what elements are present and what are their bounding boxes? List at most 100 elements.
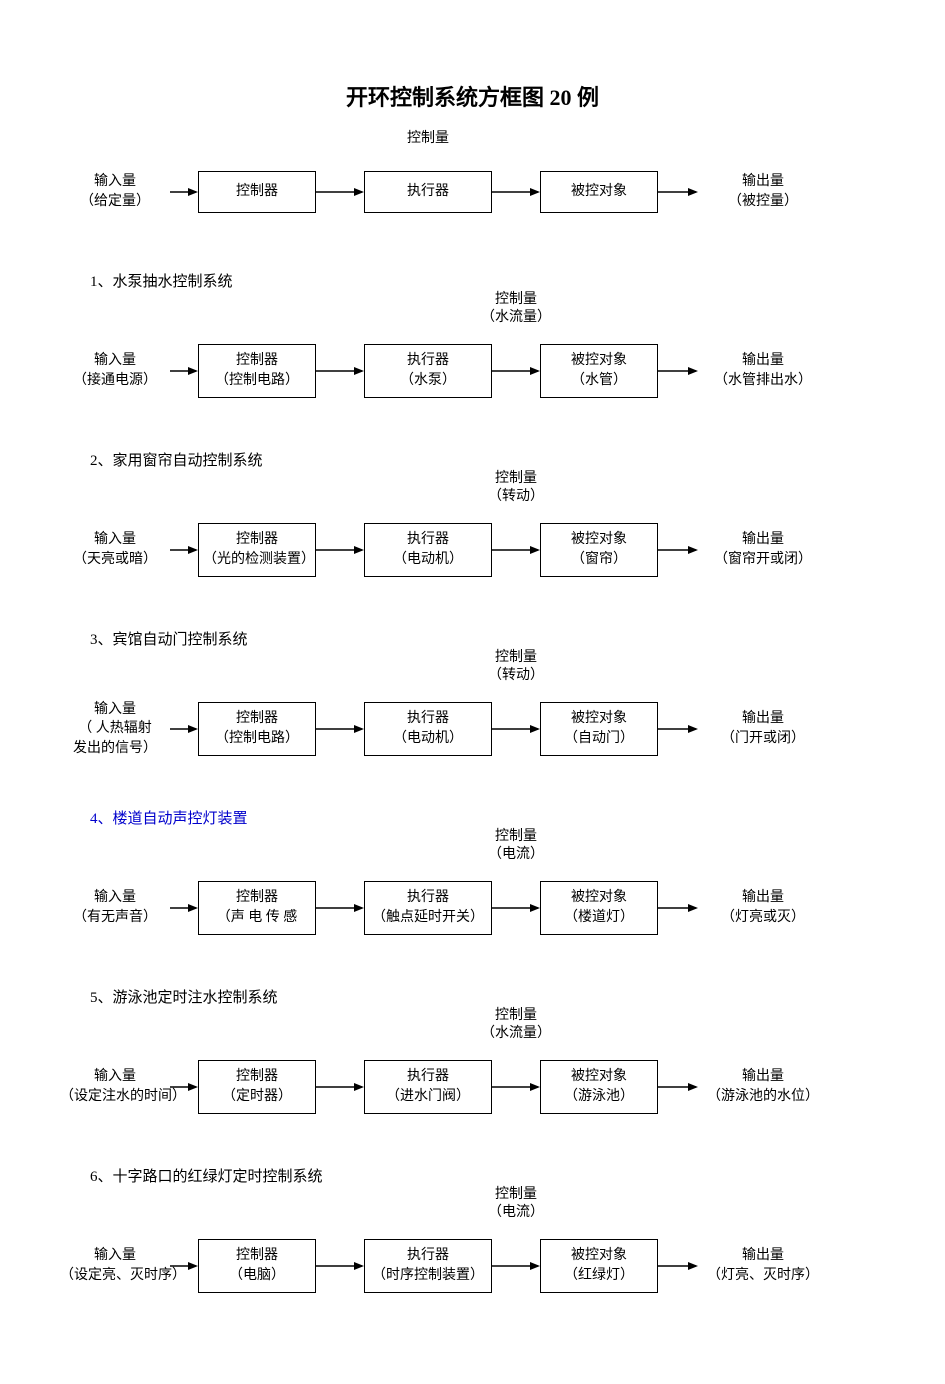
- output-l1: 输出量: [698, 172, 828, 192]
- arrow-in: [170, 1265, 198, 1267]
- arrow-in: [170, 728, 198, 730]
- box1-l2: （光的检测装置）: [203, 550, 311, 570]
- control-label: 控制量（电流）: [488, 1186, 544, 1222]
- input-l1: 输入量: [60, 1067, 170, 1087]
- page-title: 开环控制系统方框图 20 例: [60, 80, 885, 112]
- box3-l2: （窗帘）: [545, 550, 653, 570]
- input-l2: （有无声音）: [60, 908, 170, 928]
- box3-l1: 被控对象: [545, 709, 653, 729]
- arrow-out: [658, 1086, 698, 1088]
- diagram-heading: 4、楼道自动声控灯装置: [90, 807, 885, 828]
- input-label: 输入量（天亮或暗）: [60, 530, 170, 569]
- arrow-out: [658, 1265, 698, 1267]
- box2: 执行器（进水门阀）: [364, 1060, 492, 1113]
- box3: 被控对象（水管）: [540, 344, 658, 397]
- box2-l2: （水泵）: [369, 371, 487, 391]
- output-l2: （水管排出水）: [698, 371, 828, 391]
- input-l2: （给定量）: [60, 192, 170, 212]
- arrow-23: [492, 549, 540, 551]
- box2: 执行器（水泵）: [364, 344, 492, 397]
- box2: 执行器（电动机）: [364, 523, 492, 576]
- diagram-row: 输入量（接通电源） 控制器（控制电路） 执行器（水泵） 被控对象（水管） 输出量…: [60, 331, 885, 411]
- output-l2: （灯亮、灭时序）: [698, 1266, 828, 1286]
- diagram-group: 输入量（给定量） 控制器 执行器 被控对象 输出量（被控量）控制量: [60, 152, 885, 232]
- input-l1: 输入量: [60, 351, 170, 371]
- input-l2: （接通电源）: [60, 371, 170, 391]
- box2-l2: （时序控制装置）: [369, 1266, 487, 1286]
- arrow-12: [316, 549, 364, 551]
- output-l2: （灯亮或灭）: [698, 908, 828, 928]
- output-l2: （被控量）: [698, 192, 828, 212]
- diagram-heading: 1、水泵抽水控制系统: [90, 270, 885, 291]
- diagram-row: 输入量（设定亮、灭时序） 控制器（电脑） 执行器（时序控制装置） 被控对象（红绿…: [60, 1226, 885, 1306]
- box2-l2: （进水门阀）: [369, 1087, 487, 1107]
- control-label: 控制量（电流）: [488, 828, 544, 864]
- output-l2: （门开或闭）: [698, 729, 828, 749]
- box2: 执行器: [364, 171, 492, 213]
- box1-l1: 控制器: [203, 1067, 311, 1087]
- control-label: 控制量: [407, 130, 449, 148]
- arrow-12: [316, 370, 364, 372]
- box1-l1: 控制器: [203, 182, 311, 202]
- input-l1: 输入量: [60, 1246, 170, 1266]
- input-label: 输入量（给定量）: [60, 172, 170, 211]
- input-l1: 输入量: [60, 700, 170, 720]
- box1-l2: （控制电路）: [203, 729, 311, 749]
- arrow-23: [492, 728, 540, 730]
- control-l2: （转动）: [488, 488, 544, 506]
- input-l2: （设定亮、灭时序）: [60, 1266, 170, 1286]
- output-l1: 输出量: [698, 888, 828, 908]
- box3-l1: 被控对象: [545, 182, 653, 202]
- box1: 控制器（光的检测装置）: [198, 523, 316, 576]
- arrow-23: [492, 191, 540, 193]
- control-label: 控制量（水流量）: [481, 291, 551, 327]
- arrow-out: [658, 907, 698, 909]
- input-label: 输入量（设定亮、灭时序）: [60, 1246, 170, 1285]
- box3: 被控对象（楼道灯）: [540, 881, 658, 934]
- diagram-row: 输入量（有无声音） 控制器（声 电 传 感 执行器（触点延时开关） 被控对象（楼…: [60, 868, 885, 948]
- diagram-row: 输入量（设定注水的时间） 控制器（定时器） 执行器（进水门阀） 被控对象（游泳池…: [60, 1047, 885, 1127]
- diagrams-container: 输入量（给定量） 控制器 执行器 被控对象 输出量（被控量）控制量1、水泵抽水控…: [60, 152, 885, 1306]
- control-l1: 控制量: [488, 828, 544, 846]
- control-l1: 控制量: [488, 470, 544, 488]
- output-l2: （窗帘开或闭）: [698, 550, 828, 570]
- diagram-group: 5、游泳池定时注水控制系统输入量（设定注水的时间） 控制器（定时器） 执行器（进…: [60, 986, 885, 1127]
- diagram-row: 输入量（给定量） 控制器 执行器 被控对象 输出量（被控量）控制量: [60, 152, 885, 232]
- input-l1: 输入量: [60, 530, 170, 550]
- diagram-heading: 3、宾馆自动门控制系统: [90, 628, 885, 649]
- arrow-out: [658, 549, 698, 551]
- box1-l1: 控制器: [203, 1246, 311, 1266]
- output-l1: 输出量: [698, 1246, 828, 1266]
- control-l1: 控制量: [407, 130, 449, 148]
- control-label: 控制量（转动）: [488, 470, 544, 506]
- input-l2: 发出的信号）: [60, 739, 170, 759]
- box2-l2: （电动机）: [369, 550, 487, 570]
- box1-l1: 控制器: [203, 888, 311, 908]
- control-l1: 控制量: [488, 1186, 544, 1204]
- box3-l2: （水管）: [545, 371, 653, 391]
- box1-l2: （电脑）: [203, 1266, 311, 1286]
- control-l1: 控制量: [481, 291, 551, 309]
- box1: 控制器: [198, 171, 316, 213]
- input-l2: （ 人热辐射: [60, 719, 170, 739]
- output-l1: 输出量: [698, 351, 828, 371]
- diagram-heading: 6、十字路口的红绿灯定时控制系统: [90, 1165, 885, 1186]
- box2: 执行器（电动机）: [364, 702, 492, 755]
- arrow-in: [170, 907, 198, 909]
- diagram-group: 6、十字路口的红绿灯定时控制系统输入量（设定亮、灭时序） 控制器（电脑） 执行器…: [60, 1165, 885, 1306]
- box1-l2: （声 电 传 感: [203, 908, 311, 928]
- control-l2: （水流量）: [481, 1025, 551, 1043]
- control-label: 控制量（水流量）: [481, 1007, 551, 1043]
- output-l1: 输出量: [698, 709, 828, 729]
- box3-l2: （游泳池）: [545, 1087, 653, 1107]
- box3-l2: （自动门）: [545, 729, 653, 749]
- input-l1: 输入量: [60, 888, 170, 908]
- output-l1: 输出量: [698, 1067, 828, 1087]
- box3: 被控对象: [540, 171, 658, 213]
- box2-l1: 执行器: [369, 1067, 487, 1087]
- arrow-23: [492, 907, 540, 909]
- control-l1: 控制量: [488, 649, 544, 667]
- box1: 控制器（控制电路）: [198, 344, 316, 397]
- output-label: 输出量（水管排出水）: [698, 351, 828, 390]
- box2-l1: 执行器: [369, 1246, 487, 1266]
